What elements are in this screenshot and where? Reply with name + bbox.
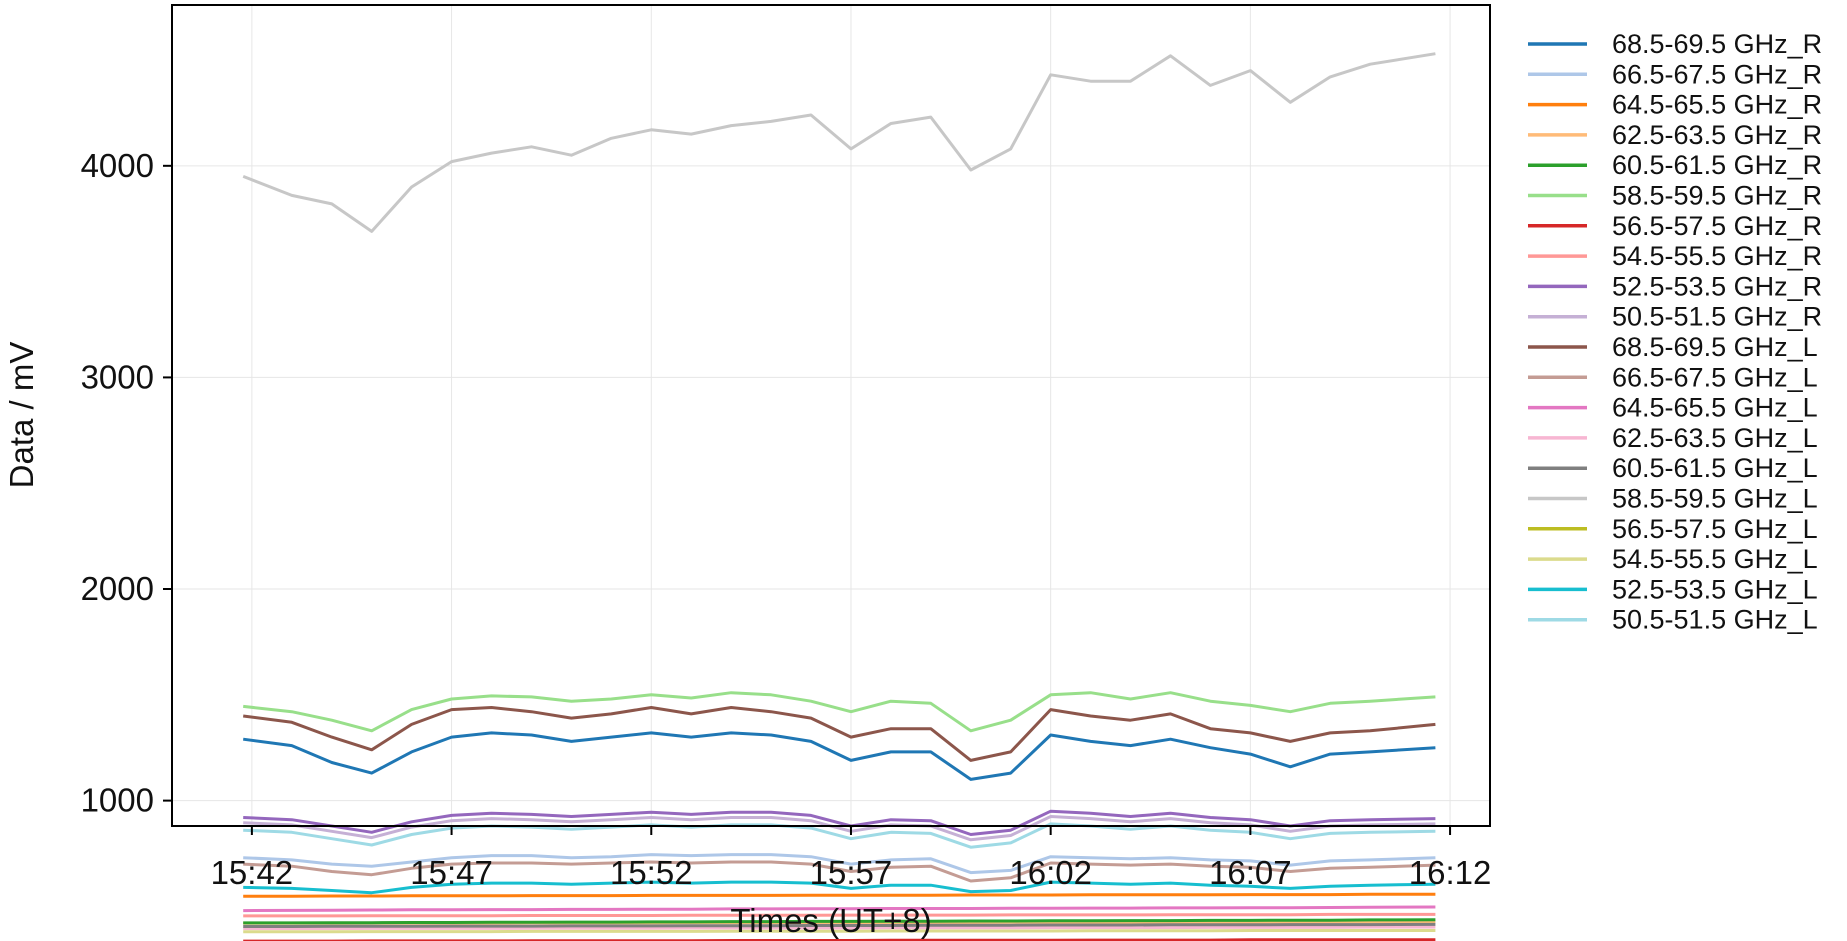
legend: 68.5-69.5 GHz_R66.5-67.5 GHz_R64.5-65.5 … — [1528, 29, 1822, 635]
series-line-9 — [243, 809, 1436, 836]
legend-label: 64.5-65.5 GHz_R — [1612, 90, 1822, 120]
y-tick-label: 1000 — [81, 782, 154, 819]
series-line-11 — [243, 706, 1436, 762]
legend-label: 66.5-67.5 GHz_R — [1612, 59, 1822, 89]
y-axis-ticks: 1000 2000 3000 4000 — [81, 147, 172, 819]
series-line-16 — [242, 52, 1436, 233]
y-axis-label: Data / mV — [3, 342, 40, 489]
series-line-6 — [243, 691, 1436, 733]
legend-label: 62.5-63.5 GHz_R — [1612, 120, 1822, 150]
series-line-20 — [243, 822, 1436, 849]
series-line-1 — [243, 731, 1436, 781]
y-tick-label: 4000 — [81, 147, 154, 184]
x-axis-ticks: 15:42 15:47 15:52 15:57 16:02 16:07 16:12 — [211, 826, 1492, 891]
series-line-14 — [243, 925, 1436, 931]
legend-label: 52.5-53.5 GHz_R — [1612, 271, 1822, 301]
legend-label: 56.5-57.5 GHz_L — [1612, 514, 1818, 544]
series-line-3 — [243, 892, 1436, 898]
y-tick-label: 3000 — [81, 358, 154, 395]
series-line-5 — [243, 918, 1436, 925]
x-tick-label: 16:07 — [1209, 854, 1292, 891]
plot-frame — [171, 4, 1491, 827]
legend-label: 52.5-53.5 GHz_L — [1612, 574, 1818, 604]
x-axis-label: Times (UT+8) — [730, 902, 931, 939]
legend-label: 60.5-61.5 GHz_R — [1612, 150, 1822, 180]
legend-label: 58.5-59.5 GHz_L — [1612, 484, 1818, 514]
series-line-15 — [243, 922, 1436, 928]
x-tick-label: 15:57 — [810, 854, 893, 891]
legend-label: 56.5-57.5 GHz_R — [1612, 211, 1822, 241]
y-tick-label: 2000 — [81, 570, 154, 607]
series-lines — [242, 52, 1436, 941]
legend-label: 68.5-69.5 GHz_L — [1612, 332, 1818, 362]
legend-label: 50.5-51.5 GHz_L — [1612, 605, 1818, 635]
legend-label: 54.5-55.5 GHz_L — [1612, 544, 1818, 574]
legend-label: 50.5-51.5 GHz_R — [1612, 302, 1822, 332]
legend-label: 66.5-67.5 GHz_L — [1612, 362, 1818, 392]
series-line-8 — [243, 912, 1436, 918]
series-line-12 — [243, 860, 1436, 883]
series-line-2 — [243, 853, 1436, 875]
x-tick-label: 16:12 — [1409, 854, 1492, 891]
x-tick-label: 16:02 — [1009, 854, 1092, 891]
legend-label: 68.5-69.5 GHz_R — [1612, 29, 1822, 59]
series-line-18 — [243, 929, 1436, 934]
x-tick-label: 15:42 — [211, 854, 294, 891]
series-line-19 — [243, 880, 1436, 895]
x-tick-label: 15:47 — [410, 854, 493, 891]
grid-lines — [172, 5, 1490, 826]
legend-label: 54.5-55.5 GHz_R — [1612, 241, 1822, 271]
legend-label: 58.5-59.5 GHz_R — [1612, 181, 1822, 211]
legend-label: 62.5-63.5 GHz_L — [1612, 423, 1818, 453]
legend-label: 60.5-61.5 GHz_L — [1612, 453, 1818, 483]
x-tick-label: 15:52 — [610, 854, 693, 891]
legend-label: 64.5-65.5 GHz_L — [1612, 393, 1818, 423]
series-line-13 — [243, 905, 1436, 913]
